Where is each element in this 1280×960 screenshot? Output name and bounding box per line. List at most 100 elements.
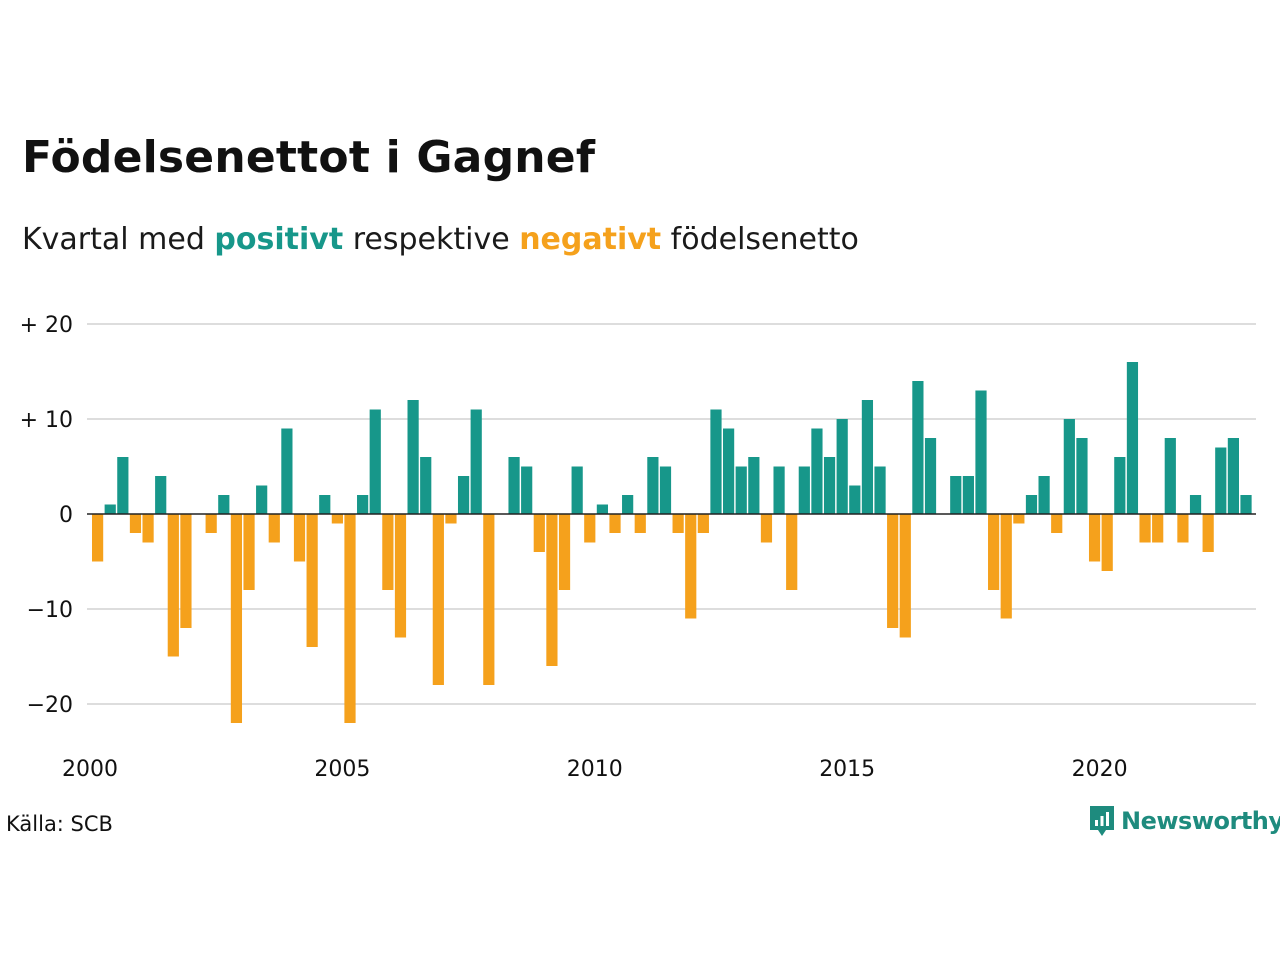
bar bbox=[1051, 514, 1063, 533]
bar bbox=[92, 514, 104, 562]
bar bbox=[142, 514, 154, 543]
bar bbox=[735, 466, 747, 514]
x-tick-label: 2015 bbox=[819, 757, 875, 782]
bar bbox=[1013, 514, 1025, 524]
bar bbox=[748, 457, 760, 514]
bar bbox=[823, 457, 836, 514]
bar bbox=[1164, 438, 1176, 514]
y-tick-label: −20 bbox=[27, 693, 73, 718]
bar bbox=[861, 400, 874, 514]
bar bbox=[659, 466, 672, 514]
bar bbox=[1076, 438, 1088, 514]
bar bbox=[218, 495, 230, 514]
bar bbox=[647, 457, 659, 514]
bar bbox=[773, 466, 785, 514]
bar bbox=[723, 428, 735, 514]
bar bbox=[760, 514, 773, 543]
bar bbox=[836, 419, 848, 514]
bar bbox=[508, 457, 520, 514]
bar bbox=[1088, 514, 1101, 562]
bar bbox=[1202, 514, 1214, 552]
bar bbox=[950, 476, 962, 514]
bar bbox=[849, 485, 861, 514]
bar bbox=[420, 457, 432, 514]
y-tick-label: 0 bbox=[59, 503, 73, 528]
bar bbox=[786, 514, 798, 590]
bar bbox=[584, 514, 596, 543]
bar bbox=[533, 514, 545, 552]
logo-text: Newsworthy bbox=[1121, 807, 1280, 835]
bar bbox=[798, 466, 810, 514]
bar bbox=[912, 381, 924, 514]
bar bbox=[1240, 495, 1252, 514]
bar bbox=[1139, 514, 1151, 543]
bar bbox=[546, 514, 558, 666]
y-tick-label: + 20 bbox=[20, 313, 73, 338]
subtitle-prefix: Kvartal med bbox=[22, 222, 215, 257]
bar bbox=[609, 514, 621, 533]
bar bbox=[1126, 362, 1139, 514]
bar bbox=[962, 476, 974, 514]
bar bbox=[155, 476, 167, 514]
y-tick-label: −10 bbox=[27, 598, 73, 623]
bar bbox=[697, 514, 709, 533]
bar bbox=[811, 428, 823, 514]
bar bbox=[268, 514, 280, 543]
bar bbox=[432, 514, 444, 685]
grid-lines bbox=[87, 323, 1256, 705]
bar bbox=[710, 409, 722, 514]
bar bbox=[596, 504, 608, 514]
bar bbox=[483, 514, 495, 685]
subtitle-negative-word: negativt bbox=[519, 222, 662, 257]
bar bbox=[129, 514, 142, 533]
bar bbox=[394, 514, 407, 638]
y-tick-label: + 10 bbox=[20, 408, 73, 433]
x-tick-label: 2005 bbox=[314, 757, 370, 782]
bar bbox=[685, 514, 697, 619]
bar bbox=[344, 514, 356, 723]
bar bbox=[558, 514, 571, 590]
bar bbox=[988, 514, 1000, 590]
subtitle-middle: respektive bbox=[343, 222, 520, 257]
x-axis-ticks: 2000 2005 2010 2015 2020 bbox=[62, 757, 1128, 782]
x-tick-label: 2020 bbox=[1072, 757, 1128, 782]
bar bbox=[672, 514, 684, 533]
bar bbox=[319, 495, 331, 514]
bar bbox=[634, 514, 646, 533]
bar bbox=[167, 514, 179, 657]
bar bbox=[1152, 514, 1164, 543]
bar bbox=[1177, 514, 1189, 543]
bars bbox=[92, 362, 1252, 723]
subtitle-suffix: födelsenetto bbox=[661, 222, 859, 257]
bar bbox=[1189, 495, 1202, 514]
bar bbox=[975, 390, 987, 514]
bar bbox=[1000, 514, 1012, 619]
bar bbox=[205, 514, 217, 533]
y-axis-ticks: + 20 + 10 0 −10 −20 bbox=[20, 313, 73, 718]
bar-chart: + 20 + 10 0 −10 −20 2000 2005 2010 2015 2020 bbox=[20, 313, 1256, 782]
bar bbox=[571, 466, 583, 514]
bar bbox=[117, 457, 129, 514]
bar bbox=[1025, 495, 1038, 514]
bar bbox=[382, 514, 394, 590]
bar bbox=[470, 409, 482, 514]
bar bbox=[887, 514, 899, 628]
bar bbox=[306, 514, 318, 647]
chart-title: Födelsenettot i Gagnef bbox=[22, 132, 596, 183]
bar bbox=[874, 466, 886, 514]
bar bbox=[180, 514, 192, 628]
bar bbox=[407, 400, 419, 514]
bar bbox=[1114, 457, 1126, 514]
bar bbox=[1215, 447, 1227, 514]
bar bbox=[104, 504, 116, 514]
bar bbox=[457, 476, 470, 514]
bar bbox=[331, 514, 343, 524]
bar bbox=[445, 514, 457, 524]
bar bbox=[1063, 419, 1075, 514]
bar bbox=[357, 495, 369, 514]
bar bbox=[1227, 438, 1239, 514]
x-tick-label: 2010 bbox=[567, 757, 623, 782]
bar bbox=[899, 514, 911, 638]
x-tick-label: 2000 bbox=[62, 757, 118, 782]
bar bbox=[622, 495, 634, 514]
